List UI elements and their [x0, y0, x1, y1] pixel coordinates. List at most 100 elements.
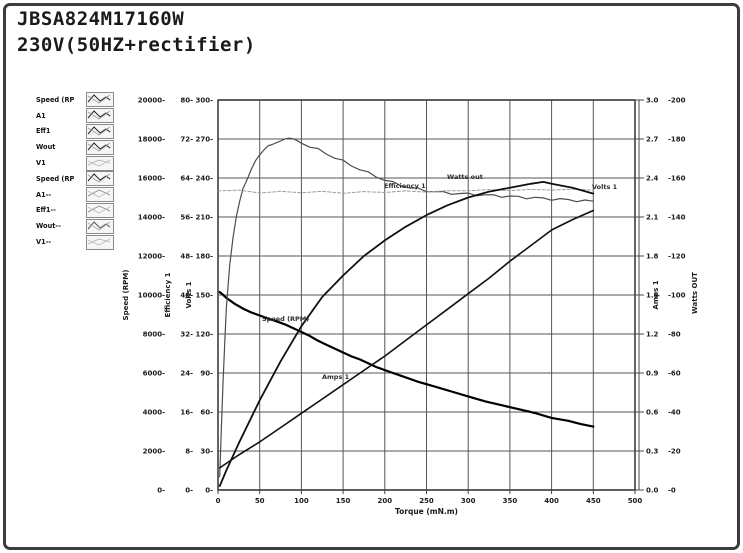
- svg-text:0.0: 0.0: [646, 486, 659, 494]
- svg-text:450: 450: [586, 497, 601, 505]
- svg-text:-40: -40: [668, 408, 681, 416]
- legend-label: V1: [36, 159, 46, 168]
- svg-text:350: 350: [503, 497, 518, 505]
- svg-text:0-: 0-: [157, 486, 165, 494]
- svg-text:-20: -20: [668, 447, 681, 455]
- curve-thumbnail-icon: [86, 108, 114, 124]
- svg-text:-80: -80: [668, 330, 681, 338]
- legend-label: V1--: [36, 238, 52, 247]
- svg-text:2.1: 2.1: [646, 213, 659, 221]
- y-axis-title-4: Watts OUT: [691, 272, 699, 314]
- svg-text:1.8: 1.8: [646, 252, 659, 260]
- svg-text:120-: 120-: [195, 330, 213, 338]
- svg-text:1.5: 1.5: [646, 291, 659, 299]
- svg-text:250: 250: [419, 497, 434, 505]
- svg-text:3.0: 3.0: [646, 96, 659, 104]
- svg-text:240-: 240-: [195, 174, 213, 182]
- svg-text:180-: 180-: [195, 252, 213, 260]
- svg-text:2.4: 2.4: [646, 174, 659, 182]
- svg-text:30-: 30-: [200, 447, 213, 455]
- curve-label-volts-1: Volts 1: [592, 183, 618, 191]
- svg-text:72-: 72-: [180, 135, 193, 143]
- svg-text:14000-: 14000-: [138, 213, 165, 221]
- svg-text:4000-: 4000-: [143, 408, 165, 416]
- curve-thumbnail-icon: [86, 92, 114, 108]
- svg-text:8-: 8-: [185, 447, 193, 455]
- legend-item-wout: Wout: [36, 139, 114, 155]
- svg-text:270-: 270-: [195, 135, 213, 143]
- svg-text:200: 200: [377, 497, 392, 505]
- svg-text:-60: -60: [668, 369, 681, 377]
- legend-label: Wout: [36, 143, 56, 152]
- x-axis-title: Torque (mN.m): [395, 507, 458, 516]
- svg-text:56-: 56-: [180, 213, 193, 221]
- test-condition-subtitle: 230V(50HZ+rectifier): [17, 34, 256, 56]
- svg-text:500: 500: [628, 497, 643, 505]
- legend-item-a1: A1: [36, 108, 114, 124]
- svg-text:24-: 24-: [180, 369, 193, 377]
- legend-label: A1: [36, 111, 46, 120]
- legend-item-speed-1: Speed (RP: [36, 92, 114, 108]
- svg-text:2.7: 2.7: [646, 135, 659, 143]
- legend-label: Eff1--: [36, 206, 56, 215]
- curve-label-efficiency-1: Efficiency 1: [384, 182, 426, 190]
- svg-text:-180: -180: [668, 135, 686, 143]
- svg-text:40-: 40-: [180, 291, 193, 299]
- curve-thumbnail-icon: [86, 218, 114, 234]
- legend-item-wout-dashed: Wout--: [36, 218, 114, 234]
- model-number-title: JBSA824M17160W: [17, 8, 185, 30]
- svg-text:6000-: 6000-: [143, 369, 165, 377]
- svg-text:50: 50: [255, 497, 265, 505]
- y-axis-title-3: Amps 1: [652, 280, 660, 309]
- svg-text:-100: -100: [668, 291, 686, 299]
- series-efficiency-1-curve: [219, 137, 594, 478]
- svg-text:0-: 0-: [185, 486, 193, 494]
- svg-text:300-: 300-: [195, 96, 213, 104]
- svg-text:12000-: 12000-: [138, 252, 165, 260]
- svg-text:64-: 64-: [180, 174, 193, 182]
- legend-item-v1-dashed: V1--: [36, 234, 114, 250]
- legend-label: Wout--: [36, 222, 61, 231]
- curve-thumbnail-icon: [86, 155, 114, 171]
- svg-text:0: 0: [216, 497, 221, 505]
- svg-text:0.3: 0.3: [646, 447, 659, 455]
- svg-text:100: 100: [294, 497, 309, 505]
- curve-thumbnail-icon: [86, 234, 114, 250]
- svg-text:48-: 48-: [180, 252, 193, 260]
- curve-label-speed-rpm: Speed (RPM): [262, 315, 309, 323]
- svg-text:16-: 16-: [180, 408, 193, 416]
- legend-item-eff1: Eff1: [36, 123, 114, 140]
- series-amps-1-curve: [218, 209, 595, 469]
- series-speed-rpm-curve: [218, 291, 595, 428]
- svg-text:150-: 150-: [195, 291, 213, 299]
- curve-thumbnail-icon: [86, 171, 114, 187]
- svg-text:-140: -140: [668, 213, 686, 221]
- svg-text:0.6: 0.6: [646, 408, 659, 416]
- legend-item-v1: V1: [36, 155, 114, 171]
- legend-label: Speed (RP: [36, 95, 75, 104]
- svg-text:150: 150: [336, 497, 351, 505]
- legend-item-speed-2: Speed (RP: [36, 171, 114, 187]
- legend-label: Eff1: [36, 127, 51, 136]
- curve-thumbnail-icon: [86, 202, 114, 218]
- svg-text:300: 300: [461, 497, 476, 505]
- svg-text:-120: -120: [668, 252, 686, 260]
- svg-text:32-: 32-: [180, 330, 193, 338]
- legend-item-a1-dashed: A1--: [36, 187, 114, 203]
- svg-text:60-: 60-: [200, 408, 213, 416]
- legend-label: A1--: [36, 190, 52, 199]
- title-block: JBSA824M17160W 230V(50HZ+rectifier): [17, 6, 256, 58]
- y-axis-title-2: Volts 1: [185, 281, 193, 308]
- grid-lines: [217, 99, 644, 494]
- svg-text:16000-: 16000-: [138, 174, 165, 182]
- svg-text:0.9: 0.9: [646, 369, 659, 377]
- curve-thumbnail-icon: [86, 139, 114, 155]
- series-volts-1-curve: [217, 188, 594, 194]
- svg-text:10000-: 10000-: [138, 291, 165, 299]
- svg-text:90-: 90-: [200, 369, 213, 377]
- curve-thumbnail-icon: [86, 187, 114, 203]
- svg-text:210-: 210-: [195, 213, 213, 221]
- chart-legend: Speed (RP A1 Eff1 Wout V1 Speed (RP A1--…: [36, 92, 114, 250]
- svg-text:80-: 80-: [180, 96, 193, 104]
